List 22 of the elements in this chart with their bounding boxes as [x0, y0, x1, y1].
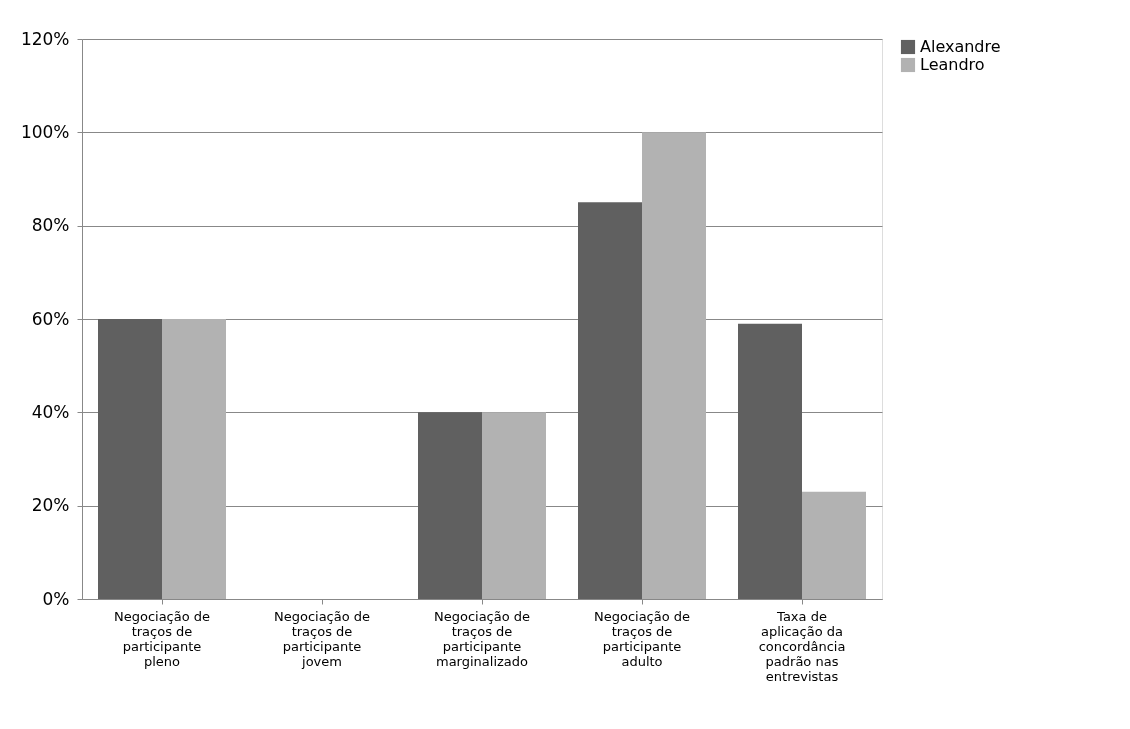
legend-label: Leandro	[920, 55, 985, 74]
bar	[418, 412, 482, 599]
x-tick-label: Negociação de traços de participante jovem	[273, 608, 371, 669]
y-tick-label: 80%	[31, 215, 70, 236]
bar	[482, 412, 546, 599]
y-tick-label: 120%	[20, 28, 70, 49]
bar	[642, 132, 706, 599]
x-tick-label: Taxa de aplicação da concordância padrão nas entrevistas	[758, 608, 846, 684]
bar	[738, 323, 802, 599]
y-tick-label: 0%	[42, 588, 70, 609]
y-tick-label: 100%	[20, 121, 70, 142]
x-tick-label: Negociação de traços de participante pleno	[113, 608, 211, 669]
x-tick-label: Negociação de traços de participante marginalizado	[433, 608, 531, 669]
bar	[162, 319, 226, 599]
bar	[98, 319, 162, 599]
y-tick-label: 20%	[31, 495, 70, 516]
legend-label: Alexandre	[920, 37, 1001, 56]
x-tick-label: Negociação de traços de participante adulto	[593, 608, 691, 669]
y-tick-label: 40%	[31, 401, 70, 422]
bar	[802, 491, 866, 599]
bar	[578, 202, 642, 599]
y-tick-label: 60%	[31, 308, 70, 329]
